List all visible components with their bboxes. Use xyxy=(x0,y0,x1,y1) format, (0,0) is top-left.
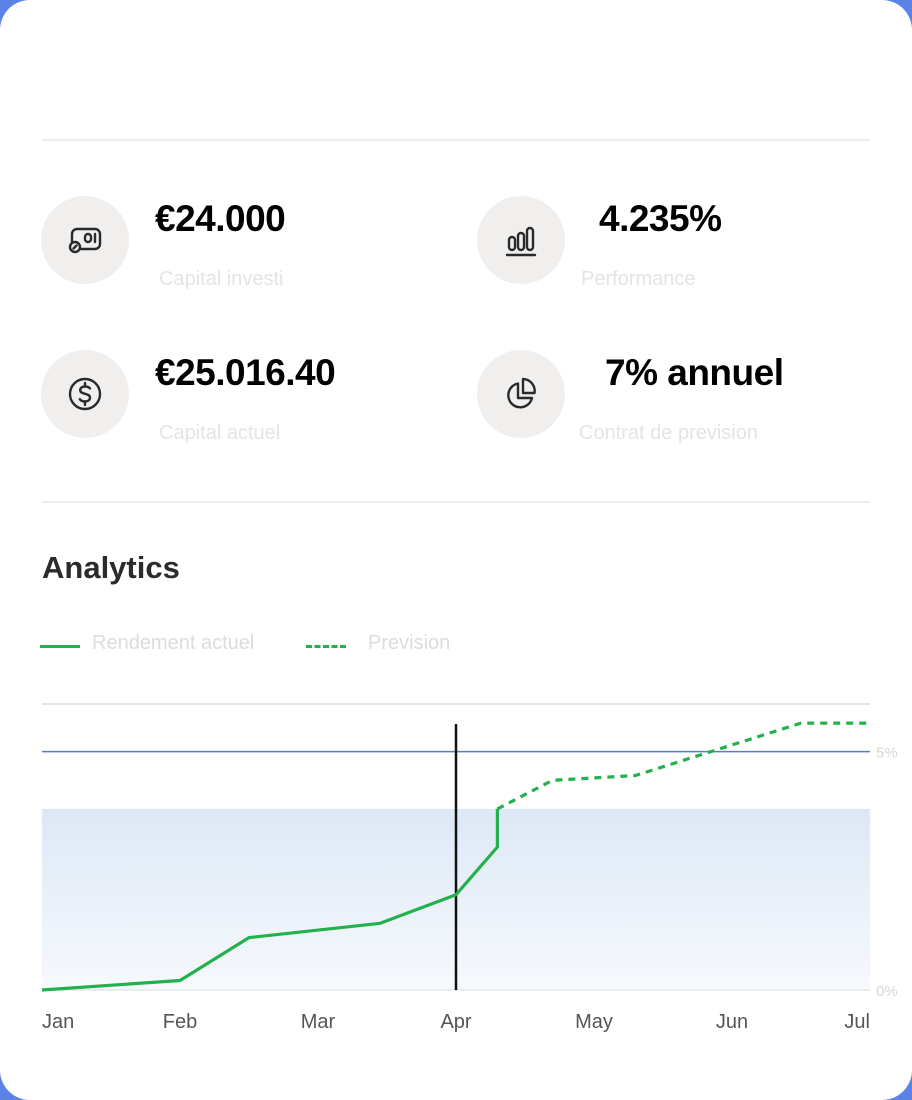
analytics-title: Analytics xyxy=(42,550,180,585)
stat-label: Capital actuel xyxy=(159,422,281,444)
legend-dashed-swatch xyxy=(306,645,346,648)
stat-label: Capital investi xyxy=(159,268,284,290)
stat-label: Contrat de prevision xyxy=(579,422,758,444)
x-tick-label: Jul xyxy=(844,1011,870,1033)
wallet-icon xyxy=(41,196,129,284)
x-tick-label: Apr xyxy=(440,1011,471,1033)
x-tick-label: Jun xyxy=(716,1011,748,1033)
stat-value: €24.000 xyxy=(155,198,286,239)
y-tick-label: 5% xyxy=(876,745,898,762)
top-divider xyxy=(42,139,870,141)
stat-value: €25.016.40 xyxy=(155,352,336,393)
series-line-0 xyxy=(41,808,499,992)
stat-value: 4.235% xyxy=(599,198,722,239)
middle-divider xyxy=(42,501,870,503)
pie-chart-icon xyxy=(477,350,565,438)
bar-chart-icon xyxy=(477,196,565,284)
stat-value: 7% annuel xyxy=(605,352,784,393)
stat-label: Performance xyxy=(581,268,696,290)
dollar-coin-icon xyxy=(41,350,129,438)
legend-solid-swatch xyxy=(40,645,80,648)
stat-contrat-prevision: 7% annuel Contrat de prevision xyxy=(477,350,877,460)
stat-performance: 4.235% Performance xyxy=(477,196,877,306)
x-tick-label: May xyxy=(575,1011,613,1033)
analytics-chart: 5% 0% Jan Feb Mar Apr May Jun Jul xyxy=(41,703,898,1033)
legend-label: Prevision xyxy=(368,632,451,654)
x-tick-label: Jan xyxy=(42,1011,74,1033)
series-line-1 xyxy=(496,721,870,811)
stat-capital-actuel: €25.016.40 Capital actuel xyxy=(41,350,441,460)
legend-label: Rendement actuel xyxy=(92,632,255,654)
x-tick-label: Feb xyxy=(163,1011,197,1033)
y-tick-label: 0% xyxy=(876,983,898,1000)
x-tick-label: Mar xyxy=(301,1011,336,1033)
stat-capital-investi: €24.000 Capital investi xyxy=(41,196,441,306)
